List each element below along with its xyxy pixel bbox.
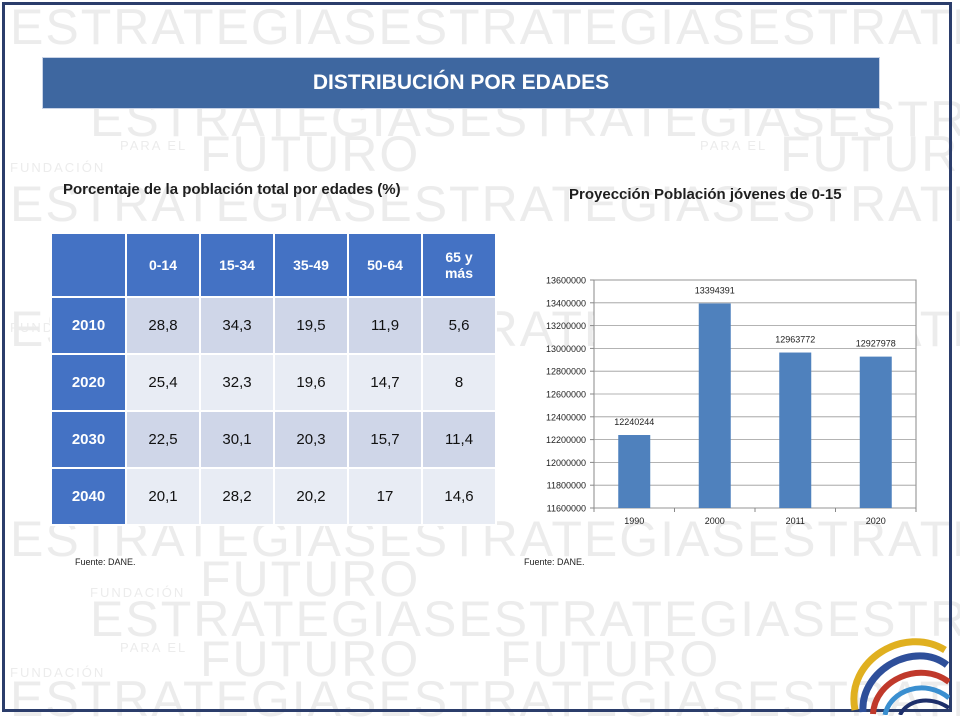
bar-data-label: 12927978 bbox=[856, 339, 896, 349]
table-cell: 32,3 bbox=[199, 353, 275, 412]
table-cell: 30,1 bbox=[199, 410, 275, 469]
table-cell: 11,9 bbox=[347, 296, 423, 355]
table-cell: 28,8 bbox=[125, 296, 201, 355]
y-tick-label: 13000000 bbox=[546, 344, 586, 354]
slide-frame bbox=[2, 2, 952, 712]
table-cell: 5,6 bbox=[421, 296, 497, 355]
table-cell: 19,6 bbox=[273, 353, 349, 412]
column-header: 35-49 bbox=[273, 232, 349, 298]
x-tick-label: 2011 bbox=[786, 516, 805, 526]
column-header: 50-64 bbox=[347, 232, 423, 298]
row-header-year: 2020 bbox=[50, 353, 127, 412]
bar bbox=[698, 303, 731, 508]
y-tick-label: 11800000 bbox=[547, 481, 586, 491]
table-row: 2030 22,5 30,1 20,3 15,7 11,4 bbox=[50, 410, 497, 469]
table-header-row: 0-14 15-34 35-49 50-64 65 y más bbox=[50, 232, 497, 298]
column-header: 15-34 bbox=[199, 232, 275, 298]
row-header-year: 2010 bbox=[50, 296, 127, 355]
chart-source-note: Fuente: DANE. bbox=[524, 557, 585, 567]
x-tick-label: 2000 bbox=[705, 516, 725, 526]
bar-chart-svg: 11600000 11800000 12000000 12200000 12400000… bbox=[546, 276, 917, 526]
y-tick-label: 12200000 bbox=[546, 435, 586, 445]
row-header-year: 2040 bbox=[50, 467, 127, 526]
foundation-logo bbox=[845, 620, 951, 720]
table-cell: 8 bbox=[421, 353, 497, 412]
bar-data-label: 12240244 bbox=[614, 417, 654, 427]
column-header: 65 y más bbox=[421, 232, 497, 298]
table-cell: 20,2 bbox=[273, 467, 349, 526]
chart-title: Proyección Población jóvenes de 0-15 bbox=[569, 186, 842, 203]
table-cell: 20,3 bbox=[273, 410, 349, 469]
y-tick-label: 12000000 bbox=[546, 458, 586, 468]
y-tick-label: 12800000 bbox=[546, 367, 586, 377]
table-cell: 14,7 bbox=[347, 353, 423, 412]
y-tick-label: 13400000 bbox=[546, 298, 586, 308]
table-cell: 14,6 bbox=[421, 467, 497, 526]
y-tick-label: 12600000 bbox=[546, 390, 586, 400]
row-header-year: 2030 bbox=[50, 410, 127, 469]
table-cell: 15,7 bbox=[347, 410, 423, 469]
table-cell: 22,5 bbox=[125, 410, 201, 469]
table-row: 2010 28,8 34,3 19,5 11,9 5,6 bbox=[50, 296, 497, 355]
table-source-note: Fuente: DANE. bbox=[75, 557, 136, 567]
table-title: Porcentaje de la población total por eda… bbox=[63, 181, 401, 198]
page-title: DISTRIBUCIÓN POR EDADES bbox=[312, 71, 610, 94]
bar bbox=[779, 352, 812, 508]
title-banner: DISTRIBUCIÓN POR EDADES bbox=[42, 57, 880, 109]
bar-data-label: 13394391 bbox=[695, 285, 735, 295]
y-tick-label: 12400000 bbox=[546, 412, 586, 422]
age-distribution-table: 0-14 15-34 35-49 50-64 65 y más 2010 28,… bbox=[50, 232, 497, 526]
bar bbox=[618, 435, 651, 508]
table-cell: 28,2 bbox=[199, 467, 275, 526]
table-row: 2040 20,1 28,2 20,2 17 14,6 bbox=[50, 467, 497, 526]
population-bar-chart: 11600000 11800000 12000000 12200000 12400000… bbox=[510, 268, 920, 543]
table-row: 2020 25,4 32,3 19,6 14,7 8 bbox=[50, 353, 497, 412]
y-tick-label: 13200000 bbox=[546, 321, 586, 331]
x-tick-label: 1990 bbox=[624, 516, 644, 526]
bar bbox=[859, 356, 892, 508]
table-cell: 19,5 bbox=[273, 296, 349, 355]
header-corner-cell bbox=[50, 232, 127, 298]
table-cell: 11,4 bbox=[421, 410, 497, 469]
y-tick-label: 13600000 bbox=[546, 276, 586, 286]
column-header: 0-14 bbox=[125, 232, 201, 298]
table-cell: 20,1 bbox=[125, 467, 201, 526]
table-cell: 34,3 bbox=[199, 296, 275, 355]
table-cell: 17 bbox=[347, 467, 423, 526]
bar-data-label: 12963772 bbox=[775, 335, 815, 345]
y-tick-label: 11600000 bbox=[547, 504, 586, 514]
x-tick-label: 2020 bbox=[866, 516, 886, 526]
table-cell: 25,4 bbox=[125, 353, 201, 412]
